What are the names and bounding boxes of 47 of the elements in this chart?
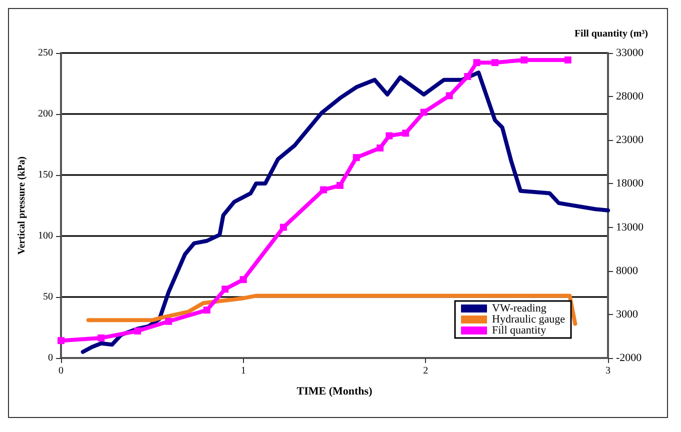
y-axis-title: Vertical pressure (kPa) xyxy=(16,156,28,255)
point xyxy=(134,327,142,334)
line-series xyxy=(80,70,610,354)
y-tick-label: 0 xyxy=(48,352,53,364)
y2-tick-label: 23000 xyxy=(616,134,644,146)
y2-tick-label: 13000 xyxy=(616,221,644,234)
point xyxy=(222,286,229,293)
point xyxy=(464,73,472,80)
y-tick-label: 250 xyxy=(38,48,53,58)
legend-label: Hydraulic gauge xyxy=(492,314,566,326)
y2-axis-title: Fill quantity (m³) xyxy=(574,28,648,40)
point xyxy=(520,56,528,64)
point xyxy=(564,56,572,64)
x-tick-label: 0 xyxy=(58,366,64,376)
legend-label: Fill quantity xyxy=(492,324,547,336)
point xyxy=(165,318,172,325)
y-tick-label: 150 xyxy=(38,170,53,180)
point xyxy=(320,186,328,194)
point xyxy=(280,224,287,231)
point xyxy=(98,334,105,342)
point xyxy=(386,132,393,140)
x-tick-label: 2 xyxy=(423,366,428,376)
y2-tick-label: 8000 xyxy=(616,264,638,277)
x-tick-label: 1 xyxy=(240,366,246,376)
y2-tick-label: 28000 xyxy=(616,90,644,103)
line-series xyxy=(86,294,578,326)
y-tick-label: 200 xyxy=(38,108,53,120)
point xyxy=(336,182,344,189)
point xyxy=(446,92,453,100)
y-tick-label: 100 xyxy=(38,230,53,242)
y2-tick-label: -2000 xyxy=(616,352,642,364)
legend-label: VW-reading xyxy=(492,302,547,314)
point xyxy=(376,144,384,152)
point xyxy=(402,130,410,137)
x-tick-label: 3 xyxy=(606,366,610,376)
point xyxy=(203,306,210,314)
y2-tick-label: 18000 xyxy=(616,178,644,190)
y2-tick-label: 3000 xyxy=(616,308,638,320)
y2-tick-label: 33000 xyxy=(616,47,644,59)
point xyxy=(473,59,480,66)
point xyxy=(240,276,247,284)
point xyxy=(420,108,428,116)
y-tick-label: 50 xyxy=(43,292,53,302)
point xyxy=(352,154,360,162)
point xyxy=(58,337,64,344)
point xyxy=(491,59,498,66)
x-axis-title: TIME (Months) xyxy=(296,386,373,398)
